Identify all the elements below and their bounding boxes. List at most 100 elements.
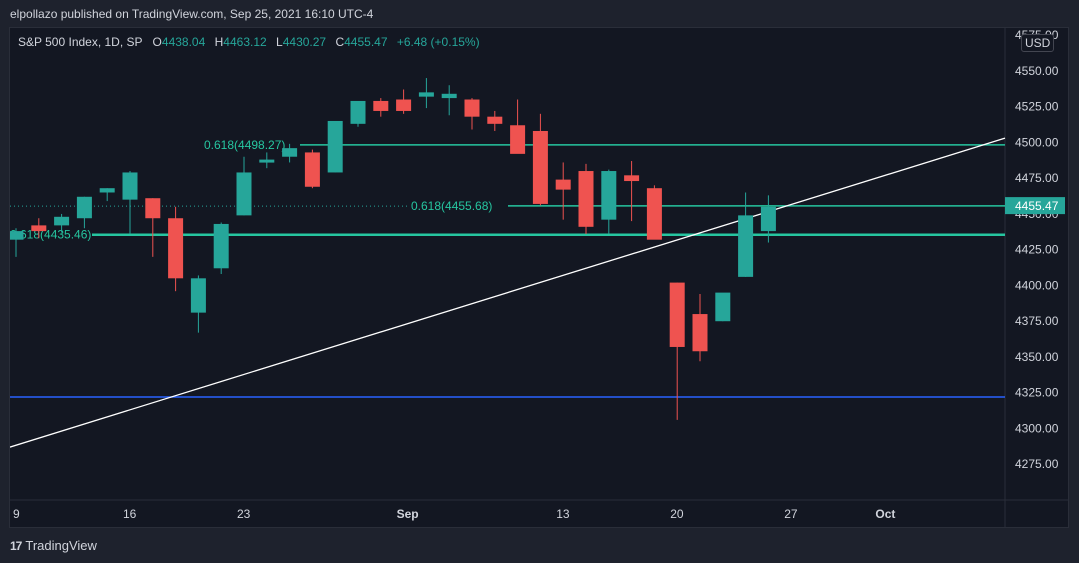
candle-body (282, 148, 298, 157)
candle (10, 228, 24, 257)
high-key: H (214, 35, 224, 49)
candle-body (54, 216, 70, 226)
candle (259, 152, 275, 169)
candle (510, 99, 526, 154)
candle-body (76, 196, 92, 219)
candle-body (441, 93, 457, 99)
candle-body (10, 231, 24, 240)
candle-body (738, 215, 754, 277)
candle (464, 98, 480, 130)
candle (190, 275, 206, 333)
x-tick-label: Sep (397, 507, 419, 521)
last-price-label: 4455.47 (1015, 199, 1059, 213)
fib-middle-label: 0.618(4455.68) (411, 199, 492, 213)
candle-body (555, 179, 571, 190)
candle (532, 113, 548, 206)
candle-body (373, 100, 389, 111)
candle-body (487, 116, 503, 124)
candle (213, 222, 229, 275)
candle-body (168, 218, 184, 279)
currency-button[interactable]: USD (1021, 34, 1055, 52)
candle (54, 213, 70, 233)
candle (441, 85, 457, 116)
candle (236, 156, 252, 216)
y-tick-label: 4325.00 (1015, 386, 1059, 400)
open-value: 4438.04 (161, 35, 206, 49)
y-tick-label: 4525.00 (1015, 100, 1059, 114)
candle-body (259, 159, 275, 163)
candle (669, 282, 685, 420)
candle-body (304, 152, 320, 187)
x-tick-label: 13 (556, 507, 570, 521)
candle-body (99, 188, 115, 193)
close-key: C (335, 35, 345, 49)
ohlc-legend: S&P 500 Index, 1D, SP O4438.04 H4463.12 … (18, 35, 486, 49)
candle (555, 162, 571, 220)
y-tick-label: 4425.00 (1015, 243, 1059, 257)
y-tick-label: 4375.00 (1015, 314, 1059, 328)
candle (487, 110, 503, 131)
candle-body (510, 125, 526, 154)
open-key: O (152, 35, 162, 49)
low-key: L (276, 35, 283, 49)
x-tick-label: 16 (123, 507, 137, 521)
candle-body (532, 130, 548, 204)
candlestick-chart[interactable]: 4275.00 4300.00 4325.00 4350.00 4375.00 4400.… (10, 28, 1068, 527)
candle-body (190, 278, 206, 313)
candle (715, 292, 731, 322)
candle-body (578, 171, 594, 227)
candle (350, 100, 366, 127)
candle (122, 171, 138, 234)
y-tick-label: 4550.00 (1015, 64, 1059, 78)
y-tick-label: 4475.00 (1015, 171, 1059, 185)
candle (99, 188, 115, 202)
candle-body (327, 120, 343, 173)
candle-body (236, 172, 252, 216)
candle (578, 163, 594, 234)
candle (145, 198, 161, 257)
price-scale (1005, 28, 1068, 527)
y-tick-label: 4500.00 (1015, 135, 1059, 149)
candle-body (350, 100, 366, 124)
brand-name: TradingView (25, 538, 97, 553)
candle-body (464, 99, 480, 117)
candle-body (122, 172, 138, 200)
candle-body (715, 292, 731, 322)
candle (304, 149, 320, 189)
x-tick-label: Oct (875, 507, 895, 521)
candle-body (646, 188, 662, 240)
candle (760, 195, 776, 243)
fib-upper-label: 0.618(4498.27) (204, 138, 285, 152)
candle (646, 185, 662, 240)
y-tick-label: 4300.00 (1015, 421, 1059, 435)
candle (738, 192, 754, 277)
candle (692, 294, 708, 362)
candle (373, 98, 389, 117)
tradingview-logo[interactable]: 17 TradingView (10, 538, 97, 553)
high-value: 4463.12 (223, 35, 267, 49)
candle (327, 120, 343, 173)
last-price-tag (1005, 197, 1065, 215)
close-value: 4455.47 (344, 35, 388, 49)
candle (418, 78, 434, 109)
y-tick-label: 4400.00 (1015, 278, 1059, 292)
candle-body (31, 225, 47, 232)
candle-body (669, 282, 685, 347)
x-tick-label: 23 (237, 507, 251, 521)
change-value: +6.48 (+0.15%) (396, 35, 480, 49)
candle (168, 206, 184, 292)
symbol-label[interactable]: S&P 500 Index, 1D, SP (18, 35, 143, 49)
tradingview-mark-icon: 17 (10, 538, 22, 553)
trend-line (10, 137, 1006, 448)
plot-area (10, 28, 1005, 500)
x-tick-label: 9 (13, 507, 20, 521)
candle (624, 161, 640, 222)
candle (31, 218, 47, 239)
y-tick-label: 4350.00 (1015, 350, 1059, 364)
y-tick-label: 4275.00 (1015, 457, 1059, 471)
candle-body (692, 314, 708, 352)
candle-body (624, 175, 640, 182)
fib-lower-label: 0.618(4435.46) (10, 228, 91, 242)
candle (76, 196, 92, 229)
candle-body (396, 99, 412, 111)
